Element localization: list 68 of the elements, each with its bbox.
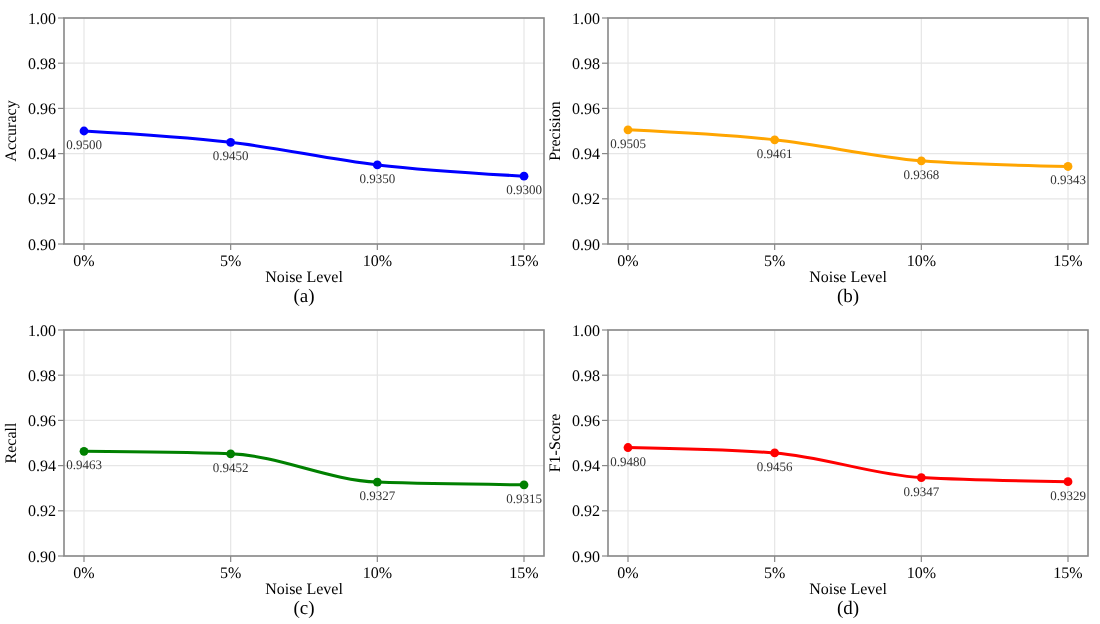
y-tick-label: 0.98 xyxy=(572,54,600,73)
x-tick-label: 15% xyxy=(509,564,540,582)
y-tick-label: 0.98 xyxy=(572,366,600,385)
y-axis-title: Precision xyxy=(546,101,564,161)
point xyxy=(79,446,89,456)
y-tick-label: 0.90 xyxy=(572,235,600,254)
y-tick-label: 1.00 xyxy=(28,9,56,28)
y-tick-label: 1.00 xyxy=(28,321,56,340)
x-tick-label: 5% xyxy=(763,564,786,582)
point xyxy=(1063,162,1073,171)
y-tick-label: 0.90 xyxy=(28,235,56,254)
x-tick-label: 0% xyxy=(73,252,96,270)
point xyxy=(226,137,236,147)
x-tick-label: 0% xyxy=(73,564,96,582)
y-tick-label: 0.90 xyxy=(572,547,600,566)
y-tick-label: 0.96 xyxy=(572,412,600,430)
x-tick-label: 10% xyxy=(362,564,393,582)
point xyxy=(916,473,926,482)
point xyxy=(623,125,633,135)
x-axis-title: Noise Level xyxy=(265,268,345,286)
y-tick-label: 0.90 xyxy=(28,547,56,566)
x-tick-label: 15% xyxy=(509,252,540,270)
y-tick-label: 0.96 xyxy=(572,100,600,118)
x-tick-label: 10% xyxy=(906,564,937,582)
point xyxy=(372,477,382,487)
point xyxy=(1063,477,1073,487)
y-tick-label: 0.92 xyxy=(572,502,600,521)
y-tick-label: 1.00 xyxy=(572,321,600,340)
y-tick-label: 0.92 xyxy=(572,190,600,209)
point xyxy=(623,443,633,452)
y-tick-label: 0.92 xyxy=(28,502,56,521)
y-axis-title: Recall xyxy=(2,421,20,464)
y-tick-label: 0.96 xyxy=(28,412,56,430)
y-tick-label: 0.96 xyxy=(28,100,56,118)
x-tick-label: 5% xyxy=(219,252,242,270)
x-tick-label: 0% xyxy=(617,252,640,270)
x-tick-label: 10% xyxy=(906,252,937,270)
point xyxy=(770,448,780,458)
x-tick-label: 5% xyxy=(763,252,786,270)
y-tick-label: 0.92 xyxy=(28,190,56,209)
y-tick-label: 0.94 xyxy=(572,145,600,164)
point xyxy=(79,126,89,136)
text: (d) xyxy=(836,600,860,620)
point xyxy=(519,480,529,490)
y-tick-label: 0.94 xyxy=(572,457,600,476)
x-tick-label: 0% xyxy=(617,564,640,582)
point xyxy=(916,156,926,166)
x-tick-label: 5% xyxy=(219,564,242,582)
y-tick-label: 1.00 xyxy=(572,9,600,28)
x-tick-label: 10% xyxy=(362,252,393,270)
y-tick-label: 0.98 xyxy=(28,366,56,385)
y-tick-label: 0.94 xyxy=(28,457,56,476)
y-axis-title: F1-Score xyxy=(546,412,564,473)
text: (a) xyxy=(293,288,315,308)
point xyxy=(372,160,382,170)
y-tick-label: 0.94 xyxy=(28,145,56,164)
y-axis-title: Accuracy xyxy=(2,100,20,162)
y-tick-label: 0.98 xyxy=(28,54,56,73)
x-axis-title: Noise Level xyxy=(809,580,889,598)
text: (b) xyxy=(836,288,860,308)
x-tick-label: 15% xyxy=(1053,564,1084,582)
x-tick-label: 15% xyxy=(1053,252,1084,270)
point xyxy=(519,171,529,181)
point xyxy=(770,135,780,145)
x-axis-title: Noise Level xyxy=(809,268,889,286)
text: (c) xyxy=(293,600,315,620)
point xyxy=(226,449,236,459)
x-axis-title: Noise Level xyxy=(265,580,345,598)
